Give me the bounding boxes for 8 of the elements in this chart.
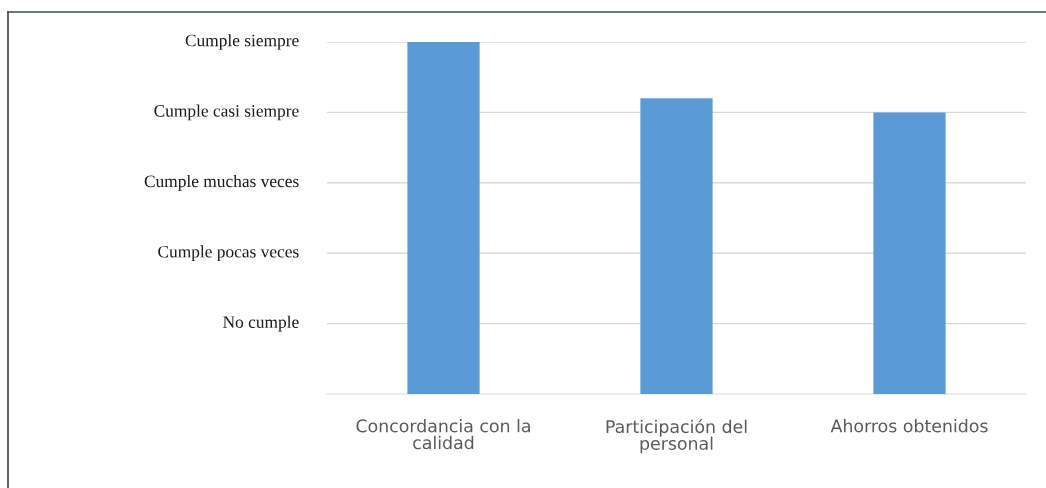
text: Cumple siempre bbox=[185, 34, 299, 50]
text: Cumple muchas veces bbox=[144, 174, 299, 191]
text: Cumple casi siempre bbox=[154, 104, 299, 121]
x-tick-label: Ahorros obtenidos bbox=[830, 419, 988, 433]
x-tick-label: Participación del personal bbox=[606, 419, 747, 454]
text: No cumple bbox=[223, 315, 299, 332]
x-tick-label: Concordancia con la calidad bbox=[356, 419, 530, 450]
text: Cumple pocas veces bbox=[158, 245, 299, 262]
